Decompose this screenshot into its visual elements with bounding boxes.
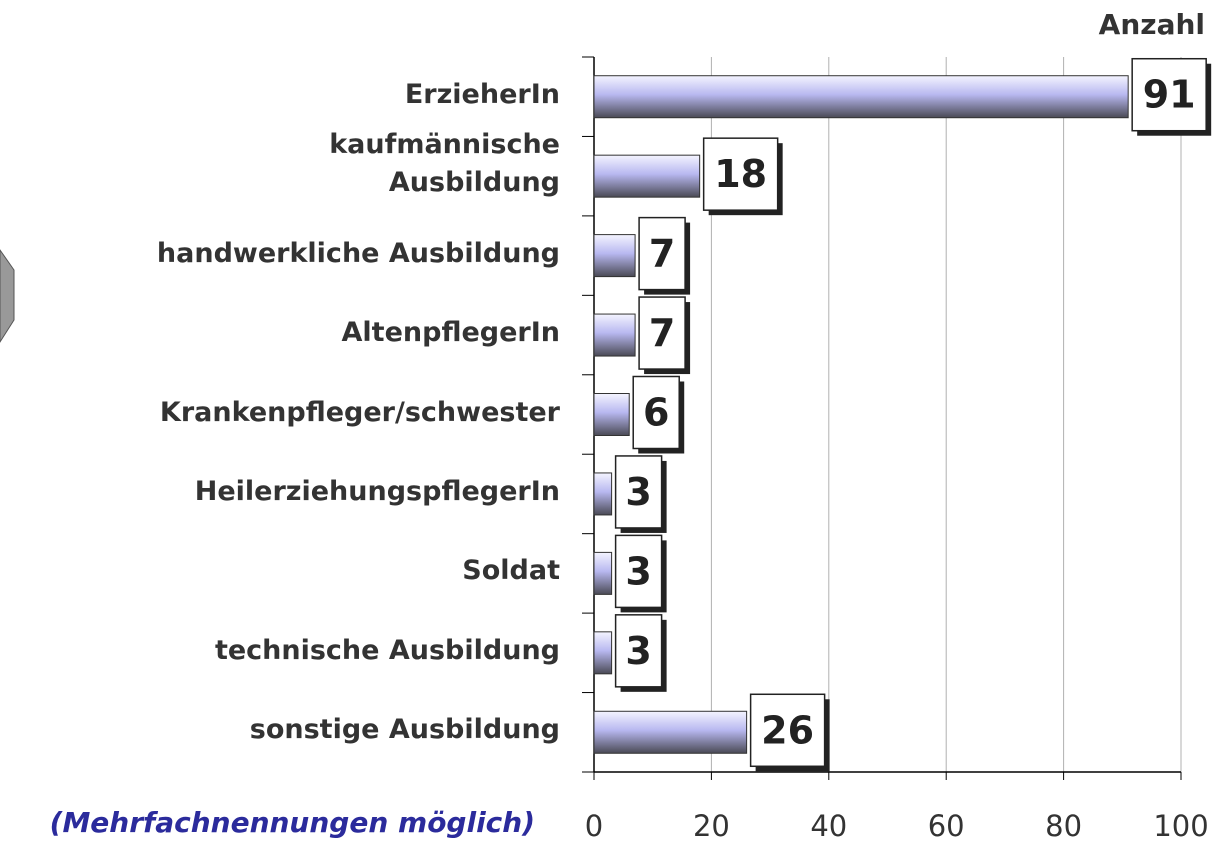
y-tick-label: HeilerziehungspflegerIn <box>194 475 560 507</box>
y-tick-label: handwerkliche Ausbildung <box>156 237 560 269</box>
value-label-box <box>749 693 826 768</box>
y-tick-label: Soldat <box>462 555 560 587</box>
x-tick-label: 100 <box>1153 809 1208 843</box>
x-tick-label: 0 <box>585 809 603 843</box>
value-label: 3 <box>625 470 651 514</box>
value-label-box <box>632 375 680 450</box>
value-label-box <box>638 216 686 291</box>
bar <box>593 75 1129 119</box>
value-label-box <box>1131 57 1207 132</box>
value-label: 91 <box>1143 73 1196 117</box>
y-tick-label: sonstige Ausbildung <box>249 714 560 746</box>
arrow-decoration <box>0 249 15 343</box>
value-label-box <box>702 137 779 211</box>
x-tick-label: 80 <box>1045 809 1082 843</box>
value-label: 7 <box>649 232 675 276</box>
value-label-box <box>614 614 663 688</box>
value-label: 26 <box>761 708 814 752</box>
bar <box>593 154 701 198</box>
chart-title: Anzahl <box>1098 8 1205 41</box>
value-label-box <box>638 296 686 370</box>
bar <box>593 234 636 278</box>
y-tick-label: kaufmännische Ausbildung <box>329 129 560 199</box>
y-tick-label: technische Ausbildung <box>214 634 560 666</box>
y-tick-label: Krankenpfleger/schwester <box>159 396 560 428</box>
y-tick-label: ErzieherIn <box>404 78 560 110</box>
value-label: 18 <box>714 152 767 196</box>
x-tick-label: 40 <box>810 809 847 843</box>
bar <box>593 710 748 754</box>
x-tick-label: 20 <box>693 809 730 843</box>
y-tick-label: AltenpflegerIn <box>341 317 560 349</box>
bar <box>593 551 613 595</box>
value-label: 3 <box>625 549 651 593</box>
value-label: 3 <box>625 629 651 673</box>
bar <box>593 472 613 516</box>
value-label-box <box>614 455 663 529</box>
bar <box>593 631 613 675</box>
bar <box>593 313 636 357</box>
x-tick-label: 60 <box>928 809 965 843</box>
bar <box>593 393 630 436</box>
note: (Mehrfachnennungen möglich) <box>49 806 535 839</box>
value-label: 7 <box>649 311 675 355</box>
value-label: 6 <box>643 391 669 435</box>
value-label-box <box>614 534 663 609</box>
